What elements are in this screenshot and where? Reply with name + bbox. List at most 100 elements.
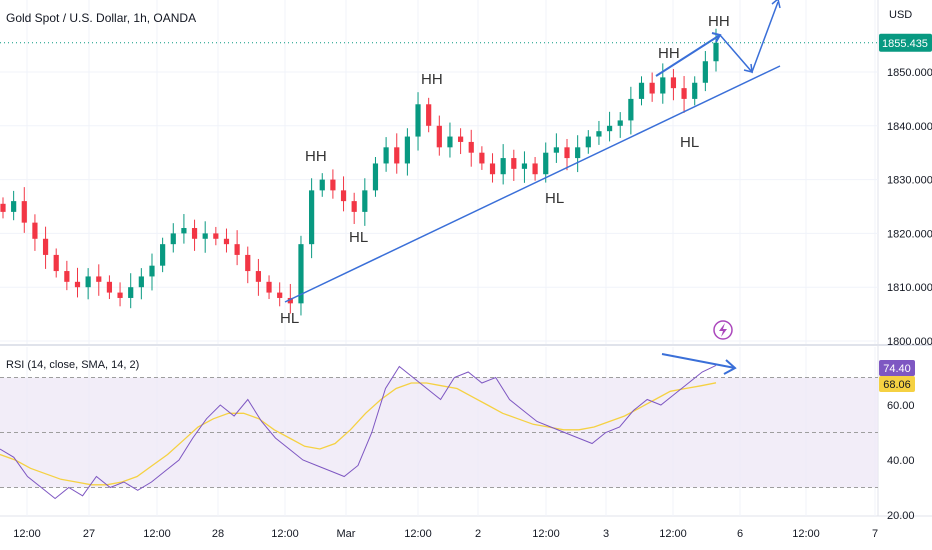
drawing-layer[interactable] [284, 0, 781, 375]
candle-body[interactable] [96, 276, 102, 282]
price-panel-bg [0, 0, 878, 344]
candle-body[interactable] [21, 201, 27, 223]
candle-body[interactable] [11, 201, 17, 212]
candle-body[interactable] [74, 281, 81, 288]
candle-body[interactable] [457, 136, 464, 142]
rsi-value-label: 74.40 [883, 363, 911, 375]
swing-label-hh: HH [708, 13, 730, 30]
candle-body[interactable] [383, 147, 389, 164]
candle-body[interactable] [702, 61, 708, 83]
swing-label-hl: HL [545, 190, 564, 207]
candle-body[interactable] [575, 147, 581, 159]
rsi-tick-label: 20.00 [887, 510, 915, 522]
candle-body[interactable] [149, 265, 155, 277]
candle-body[interactable] [266, 281, 272, 293]
candle-body[interactable] [213, 233, 219, 239]
candle-body[interactable] [489, 163, 496, 175]
candle-body[interactable] [106, 281, 113, 293]
currency-label: USD [889, 9, 912, 21]
price-tick-label: 1840.000 [887, 121, 932, 133]
candle-body[interactable] [372, 163, 379, 191]
lightning-icon[interactable] [713, 320, 733, 340]
time-tick-label: 12:00 [13, 528, 41, 540]
candle-body[interactable] [64, 271, 70, 282]
candle-body[interactable] [511, 158, 517, 169]
candlestick-series[interactable] [0, 28, 719, 316]
candle-body[interactable] [638, 82, 645, 99]
candle-body[interactable] [362, 190, 368, 212]
candle-body[interactable] [628, 98, 634, 121]
rsi-indicator-label: RSI (14, close, SMA, 14, 2) [6, 359, 139, 371]
time-tick-label: 12:00 [532, 528, 560, 540]
candle-body[interactable] [713, 42, 719, 62]
candle-body[interactable] [404, 136, 410, 164]
candle-body[interactable] [426, 104, 432, 126]
rsi-line[interactable] [0, 364, 717, 500]
candle-body[interactable] [415, 104, 421, 137]
candle-body[interactable] [0, 203, 6, 212]
arrowhead-3 [771, 0, 781, 9]
candle-body[interactable] [319, 179, 325, 191]
candle-body[interactable] [394, 147, 400, 164]
candle-body[interactable] [277, 292, 283, 298]
candle-body[interactable] [298, 244, 304, 304]
time-tick-label: 7 [872, 528, 878, 540]
candle-body[interactable] [617, 120, 623, 126]
candle-body[interactable] [181, 228, 187, 234]
candle-body[interactable] [543, 152, 549, 175]
price-axis-bg [878, 0, 932, 550]
candle-body[interactable] [223, 238, 230, 245]
candle-body[interactable] [287, 297, 293, 304]
candle-body[interactable] [202, 233, 208, 239]
candle-body[interactable] [234, 244, 240, 255]
swing-labels: HH HL HH HH HL HH HL HH HL [280, 13, 730, 327]
hh-connector-arrow[interactable] [655, 34, 721, 77]
rsi-tick-label: 60.00 [887, 400, 915, 412]
candle-body[interactable] [606, 125, 613, 132]
candle-body[interactable] [170, 233, 176, 245]
rsi-value-badge [879, 360, 915, 376]
candle-body[interactable] [128, 287, 134, 298]
rsi-sma-line[interactable] [0, 382, 717, 486]
candle-body[interactable] [479, 152, 485, 164]
rsi-divergence-arrow[interactable] [661, 353, 736, 369]
candle-body[interactable] [670, 77, 677, 89]
candle-body[interactable] [596, 131, 602, 137]
ascending-trendline[interactable] [284, 65, 781, 303]
candle-body[interactable] [53, 254, 59, 272]
candle-body[interactable] [692, 82, 698, 99]
candle-body[interactable] [660, 77, 666, 94]
candle-body[interactable] [191, 228, 198, 239]
time-tick-label: 12:00 [659, 528, 687, 540]
candle-body[interactable] [553, 147, 559, 153]
candle-body[interactable] [32, 222, 38, 239]
candle-body[interactable] [436, 125, 442, 148]
swing-label-hl: HL [280, 310, 299, 327]
time-tick-label: Mar [337, 528, 356, 540]
candle-body[interactable] [85, 276, 91, 288]
candle-body[interactable] [500, 158, 506, 175]
candle-body[interactable] [351, 201, 357, 212]
candle-body[interactable] [468, 141, 474, 153]
candle-body[interactable] [521, 163, 528, 169]
candle-body[interactable] [585, 136, 591, 148]
candle-body[interactable] [447, 136, 453, 148]
candle-body[interactable] [309, 190, 315, 245]
candle-body[interactable] [160, 244, 166, 266]
candle-body[interactable] [245, 254, 251, 272]
candle-body[interactable] [532, 163, 538, 175]
candle-body[interactable] [681, 88, 687, 99]
candle-body[interactable] [42, 238, 49, 255]
candle-body[interactable] [138, 276, 144, 288]
candle-body[interactable] [117, 292, 123, 298]
candle-body[interactable] [255, 271, 262, 282]
symbol-title: Gold Spot / U.S. Dollar, 1h, OANDA [6, 11, 196, 25]
swing-label-hl: HL [680, 134, 699, 151]
candle-body[interactable] [564, 147, 570, 159]
candle-body[interactable] [649, 82, 655, 94]
candle-body[interactable] [340, 190, 347, 202]
time-tick-label: 12:00 [404, 528, 432, 540]
candle-body[interactable] [330, 179, 336, 191]
